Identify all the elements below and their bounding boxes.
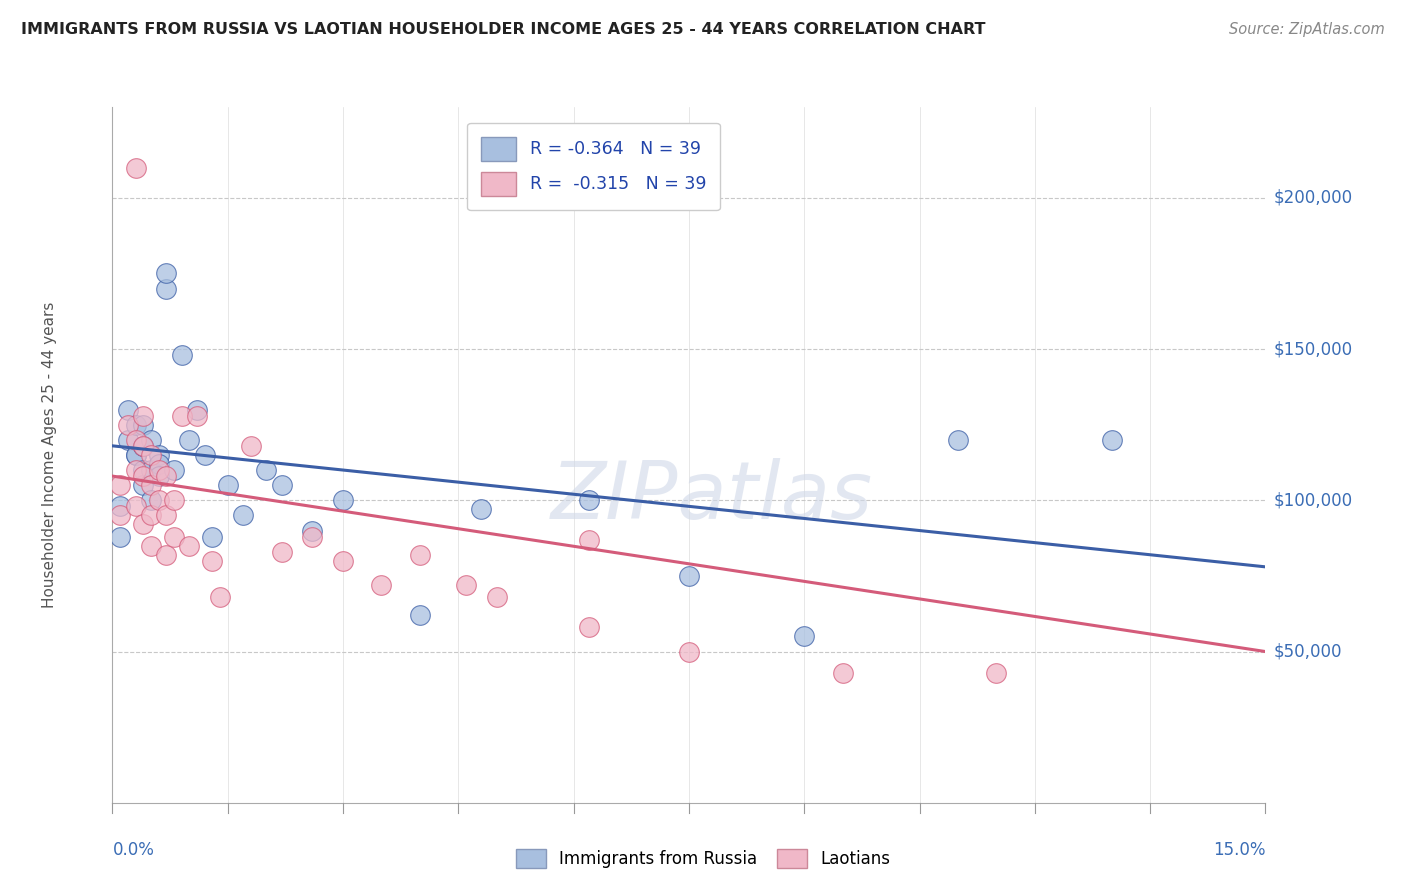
- Point: [139, 448, 162, 462]
- Point: [124, 433, 146, 447]
- Point: [108, 500, 131, 514]
- Point: [124, 448, 146, 462]
- Point: [155, 548, 177, 562]
- Text: $50,000: $50,000: [1274, 642, 1343, 661]
- Point: [270, 478, 292, 492]
- Text: Householder Income Ages 25 - 44 years: Householder Income Ages 25 - 44 years: [42, 301, 56, 608]
- Point: [1101, 433, 1123, 447]
- Point: [139, 478, 162, 492]
- Point: [132, 463, 155, 477]
- Point: [217, 478, 239, 492]
- Point: [108, 478, 131, 492]
- Point: [578, 493, 600, 508]
- Point: [124, 161, 146, 175]
- Point: [409, 548, 432, 562]
- Point: [201, 554, 224, 568]
- Point: [139, 493, 162, 508]
- Point: [270, 545, 292, 559]
- Point: [370, 578, 392, 592]
- Point: [186, 409, 208, 423]
- Text: Source: ZipAtlas.com: Source: ZipAtlas.com: [1229, 22, 1385, 37]
- Point: [108, 530, 131, 544]
- Point: [831, 665, 853, 680]
- Point: [124, 417, 146, 432]
- Legend: Immigrants from Russia, Laotians: Immigrants from Russia, Laotians: [509, 842, 897, 875]
- Point: [139, 433, 162, 447]
- Point: [148, 448, 170, 462]
- Text: ZIPatlas: ZIPatlas: [551, 458, 873, 536]
- Point: [148, 463, 170, 477]
- Point: [170, 348, 193, 362]
- Point: [132, 417, 155, 432]
- Point: [163, 530, 186, 544]
- Point: [132, 478, 155, 492]
- Point: [239, 439, 262, 453]
- Point: [155, 508, 177, 523]
- Point: [155, 469, 177, 483]
- Text: IMMIGRANTS FROM RUSSIA VS LAOTIAN HOUSEHOLDER INCOME AGES 25 - 44 YEARS CORRELAT: IMMIGRANTS FROM RUSSIA VS LAOTIAN HOUSEH…: [21, 22, 986, 37]
- Point: [148, 469, 170, 483]
- Point: [132, 439, 155, 453]
- Point: [132, 469, 155, 483]
- Point: [201, 530, 224, 544]
- Text: 15.0%: 15.0%: [1213, 841, 1265, 859]
- Point: [155, 281, 177, 295]
- Text: $150,000: $150,000: [1274, 340, 1353, 358]
- Text: $100,000: $100,000: [1274, 491, 1353, 509]
- Point: [301, 524, 323, 538]
- Point: [170, 409, 193, 423]
- Point: [186, 402, 208, 417]
- Point: [139, 463, 162, 477]
- Point: [578, 533, 600, 547]
- Point: [470, 502, 492, 516]
- Point: [117, 417, 139, 432]
- Point: [139, 539, 162, 553]
- Point: [793, 629, 815, 643]
- Point: [301, 530, 323, 544]
- Point: [578, 620, 600, 634]
- Point: [986, 665, 1008, 680]
- Point: [108, 508, 131, 523]
- Point: [454, 578, 477, 592]
- Point: [148, 457, 170, 471]
- Point: [117, 402, 139, 417]
- Point: [194, 448, 217, 462]
- Point: [332, 554, 354, 568]
- Point: [132, 439, 155, 453]
- Point: [254, 463, 277, 477]
- Point: [155, 267, 177, 281]
- Point: [124, 448, 146, 462]
- Point: [132, 517, 155, 532]
- Point: [163, 463, 186, 477]
- Point: [678, 644, 700, 658]
- Point: [232, 508, 254, 523]
- Point: [124, 463, 146, 477]
- Point: [117, 433, 139, 447]
- Point: [209, 590, 232, 604]
- Point: [332, 493, 354, 508]
- Point: [124, 500, 146, 514]
- Point: [132, 439, 155, 453]
- Point: [485, 590, 508, 604]
- Legend: R = -0.364   N = 39, R =  -0.315   N = 39: R = -0.364 N = 39, R = -0.315 N = 39: [467, 123, 720, 210]
- Text: $200,000: $200,000: [1274, 189, 1353, 207]
- Text: 0.0%: 0.0%: [112, 841, 155, 859]
- Point: [163, 493, 186, 508]
- Point: [179, 433, 201, 447]
- Point: [946, 433, 969, 447]
- Point: [179, 539, 201, 553]
- Point: [132, 409, 155, 423]
- Point: [148, 493, 170, 508]
- Point: [409, 608, 432, 623]
- Point: [139, 508, 162, 523]
- Point: [678, 569, 700, 583]
